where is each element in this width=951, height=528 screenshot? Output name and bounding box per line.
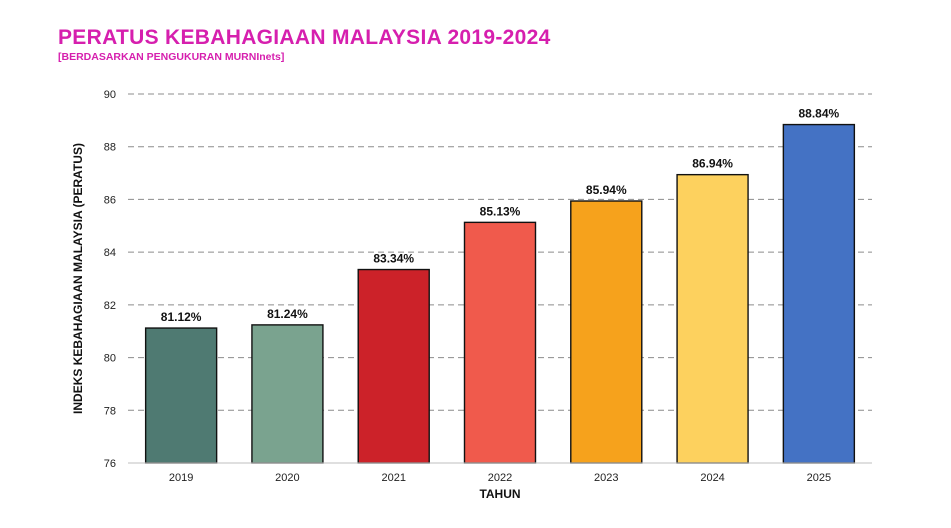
y-tick-label: 76 — [104, 458, 116, 470]
y-axis-ticks: 76 78 80 82 84 86 88 90 — [104, 89, 116, 470]
data-label-2022: 85.13% — [480, 204, 521, 218]
y-axis-title: INDEKS KEBAHAGIAAN MALAYSIA (PERATUS) — [71, 143, 85, 414]
data-label-2019: 81.12% — [161, 310, 202, 324]
y-tick-label: 90 — [104, 89, 116, 101]
y-tick-label: 84 — [104, 247, 116, 259]
bar-2023 — [570, 200, 643, 464]
data-label-2025: 88.84% — [799, 107, 840, 121]
data-label-2021: 83.34% — [373, 252, 414, 266]
chart-title: PERATUS KEBAHAGIAAN MALAYSIA 2019-2024 — [58, 26, 551, 49]
bar-2021 — [357, 268, 430, 464]
data-label-2023: 85.94% — [586, 183, 627, 197]
x-tick-label: 2024 — [700, 472, 724, 484]
x-tick-label: 2019 — [169, 472, 193, 484]
x-axis-ticks: 2019 2020 2021 2022 2023 2024 2025 — [169, 472, 831, 484]
bar-2022 — [463, 221, 537, 464]
x-tick-label: 2023 — [594, 472, 618, 484]
bar-2024 — [676, 173, 749, 464]
y-tick-label: 86 — [104, 194, 116, 206]
data-label-2024: 86.94% — [692, 157, 733, 171]
y-tick-label: 82 — [104, 300, 116, 312]
y-tick-label: 80 — [104, 353, 116, 365]
x-tick-label: 2025 — [807, 472, 831, 484]
x-axis-title: TAHUN — [479, 487, 520, 501]
bar-2020 — [251, 324, 324, 464]
bar-2025 — [782, 123, 856, 464]
bar-2019 — [144, 327, 218, 464]
y-tick-label: 78 — [104, 405, 116, 417]
bars — [144, 123, 856, 464]
y-tick-label: 88 — [104, 142, 116, 154]
data-label-2020: 81.24% — [267, 307, 308, 321]
chart-subtitle: [BERDASARKAN PENGUKURAN MURNInets] — [58, 51, 285, 63]
data-labels: 81.12% 81.24% 83.34% 85.13% 85.94% 86.94% 88.8… — [161, 107, 840, 324]
x-tick-label: 2022 — [488, 472, 512, 484]
x-tick-label: 2020 — [275, 472, 299, 484]
x-tick-label: 2021 — [381, 472, 405, 484]
